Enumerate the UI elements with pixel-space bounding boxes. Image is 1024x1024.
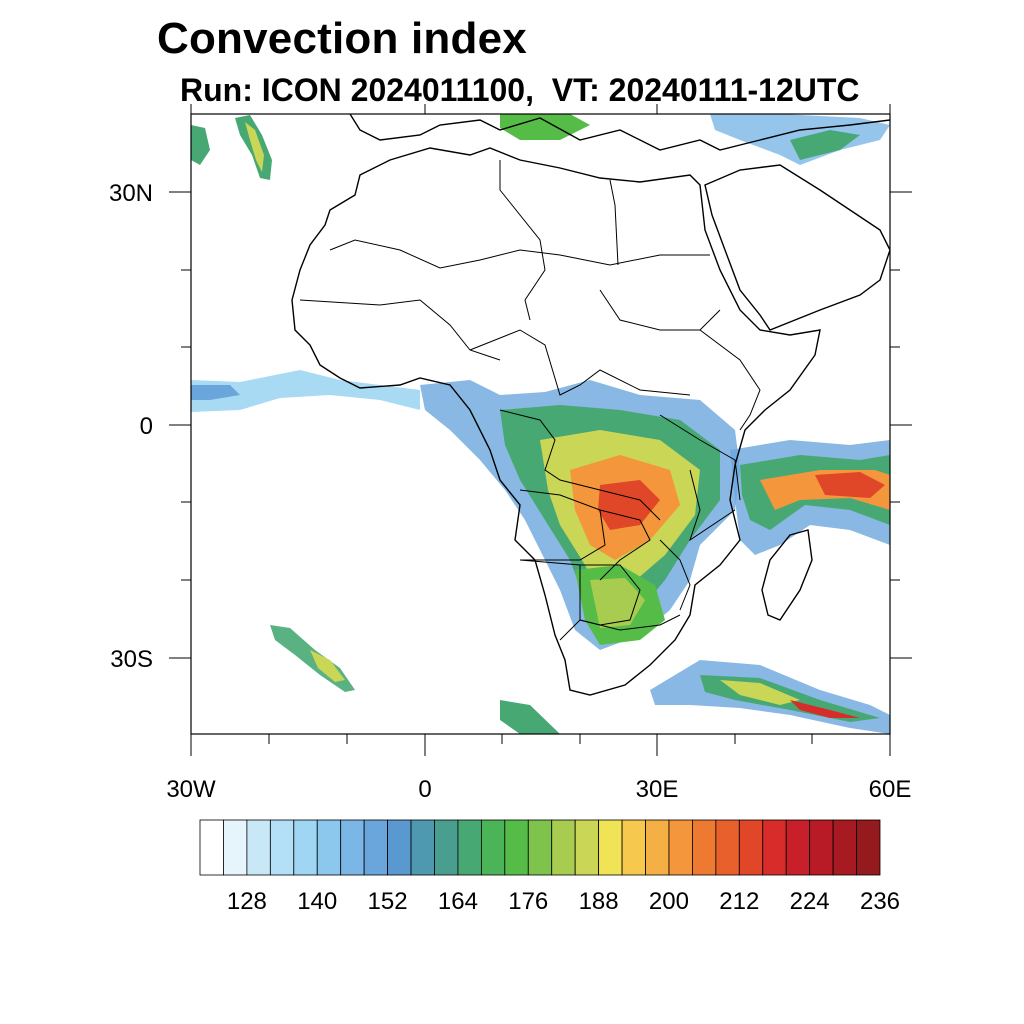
colorbar-swatch <box>668 819 693 876</box>
border-tanzania <box>689 469 736 542</box>
colorbar-swatch <box>223 819 248 876</box>
convection-streak-south-atlantic-core <box>310 650 345 682</box>
colorbar-swatch <box>715 819 740 876</box>
colorbar-swatch <box>246 819 271 876</box>
border-mozambique <box>659 539 691 611</box>
coastlines <box>291 114 890 696</box>
colorbar-swatch <box>387 819 412 876</box>
colorbar-swatch <box>762 819 787 876</box>
colorbar-tick-label: 212 <box>719 888 760 915</box>
colorbar-swatch <box>504 819 529 876</box>
convection-band-southern-ocean-peak <box>720 680 800 705</box>
colorbar-tick-label: 152 <box>367 888 408 915</box>
colorbar-swatch <box>645 819 670 876</box>
colorbar-swatch <box>340 819 365 876</box>
colorbar-tick-label: 236 <box>859 888 901 915</box>
convection-streak-north-atlantic-core <box>245 122 264 172</box>
colorbar-swatch <box>621 819 646 876</box>
border-east <box>659 414 741 501</box>
border-horn <box>699 329 761 431</box>
lon-label-30w: 30W <box>166 776 216 803</box>
border-west-africa <box>299 299 501 361</box>
madagascar-coastline <box>761 529 813 621</box>
border-congo <box>499 409 661 521</box>
convection-streak-west <box>191 125 210 165</box>
border-sahel <box>329 239 710 269</box>
chart-subtitle: Run: ICON 2024011100, VT: 20240111-12UTC <box>180 72 860 108</box>
arabia-coastline <box>704 164 890 331</box>
colorbar-swatch <box>527 819 553 876</box>
axis-ticks <box>169 104 912 756</box>
convection-area-max <box>598 480 660 530</box>
colorbar-tick-label: 188 <box>578 888 619 915</box>
colorbar-swatch <box>809 819 834 876</box>
lat-label-0: 0 <box>139 413 153 440</box>
border-south-africa <box>579 614 681 631</box>
colorbar-swatch <box>457 819 482 876</box>
colorbar-swatch <box>785 819 811 876</box>
lon-label-30e: 30E <box>635 776 679 803</box>
chart-title: Convection index <box>157 14 527 63</box>
africa-coastline <box>291 147 821 696</box>
colorbar-tick-label: 224 <box>789 888 830 915</box>
country-borders <box>299 160 761 641</box>
colorbar-swatch <box>293 819 318 876</box>
border-namibia <box>519 559 581 641</box>
convection-streak-middle-east-core <box>790 130 860 160</box>
colorbar-tick-label: 164 <box>437 888 478 915</box>
colorbar-swatch <box>410 819 435 876</box>
europe-coastline <box>349 114 890 151</box>
lon-label-0: 0 <box>418 776 432 803</box>
colorbar-tick-label: 176 <box>508 888 549 915</box>
colorbar <box>199 819 881 876</box>
colorbar-swatch <box>316 819 342 876</box>
colorbar-swatch <box>269 819 295 876</box>
colorbar-tick-label: 140 <box>297 888 338 915</box>
border-north-africa <box>499 160 546 321</box>
colorbar-swatch <box>363 819 388 876</box>
convection-band-southern-ocean-max <box>790 700 860 718</box>
border-libya-egypt <box>609 179 619 266</box>
colorbar-swatch <box>574 819 600 876</box>
border-zambia <box>599 509 651 581</box>
border-angola <box>519 489 606 561</box>
colorbar-swatch <box>856 819 881 876</box>
convection-streak-south-tip <box>500 700 560 734</box>
convection-streak-mediterranean <box>500 114 590 140</box>
convection-band-equatorial-atlantic <box>191 370 420 412</box>
colorbar-swatch <box>692 819 717 876</box>
border-sudan <box>599 289 721 331</box>
convection-band-indian-ocean-max <box>815 472 885 498</box>
map-frame <box>190 113 891 735</box>
colorbar-swatch <box>551 819 576 876</box>
colorbar-tick-label: 200 <box>648 888 689 915</box>
colorbar-swatch <box>738 819 764 876</box>
colorbar-swatch <box>832 819 857 876</box>
convection-streak-south-atlantic <box>270 625 355 692</box>
colorbar-swatch <box>434 819 459 876</box>
convection-band-equatorial-atlantic-core <box>191 385 240 400</box>
lat-label-30s: 30S <box>110 646 153 673</box>
colorbar-swatch <box>199 819 224 876</box>
lon-label-60e: 60E <box>868 776 912 803</box>
colorbar-tick-label: 128 <box>226 888 267 915</box>
lat-label-30n: 30N <box>108 180 153 207</box>
border-central <box>469 329 691 396</box>
colorbar-swatch <box>480 819 506 876</box>
convection-field <box>191 114 890 734</box>
colorbar-swatch <box>598 819 623 876</box>
